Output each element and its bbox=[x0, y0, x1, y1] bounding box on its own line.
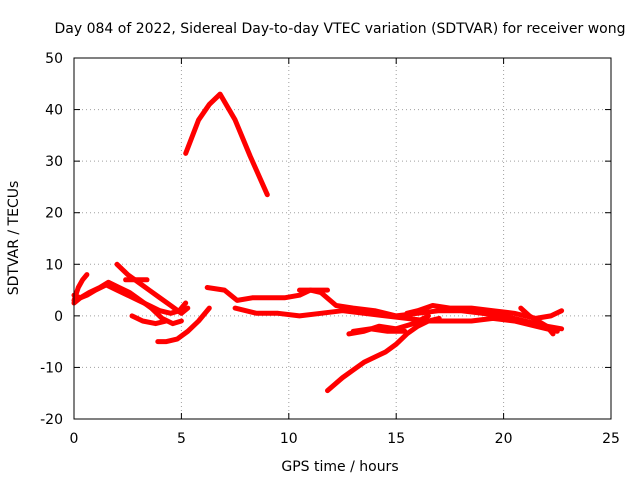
plot-frame bbox=[73, 57, 612, 420]
axis-ticks: 0 5 10 15 20 25 -20 -10 0 10 20 30 40 50 bbox=[40, 51, 620, 447]
series-arc-3 bbox=[71, 272, 90, 303]
series-arc-14 bbox=[404, 303, 565, 321]
series-arc-10 bbox=[232, 305, 560, 334]
series-arc-9 bbox=[204, 285, 565, 332]
y-tick-label: -20 bbox=[40, 412, 63, 428]
y-tick-label: 20 bbox=[45, 206, 63, 222]
series-arc-7 bbox=[155, 305, 212, 345]
y-tick-label: -10 bbox=[40, 360, 63, 376]
y-tick-label: 30 bbox=[45, 154, 63, 170]
x-tick-label: 20 bbox=[495, 431, 513, 447]
series-arc-2 bbox=[71, 282, 189, 316]
x-tick-label: 15 bbox=[387, 431, 405, 447]
series-arc-6 bbox=[129, 313, 169, 327]
x-tick-label: 10 bbox=[280, 431, 298, 447]
chart-title: Day 084 of 2022, Sidereal Day-to-day VTE… bbox=[55, 21, 626, 37]
series-arc-16 bbox=[350, 326, 408, 334]
y-axis-label: SDTVAR / TECUs bbox=[6, 181, 22, 296]
series-arc-4 bbox=[114, 261, 191, 316]
y-tick-label: 0 bbox=[54, 309, 63, 325]
grid-lines bbox=[74, 58, 611, 419]
y-tick-label: 10 bbox=[45, 257, 63, 273]
series-arc-8 bbox=[183, 91, 270, 198]
x-tick-label: 5 bbox=[177, 431, 186, 447]
data-series bbox=[71, 91, 565, 394]
series-arc-15 bbox=[518, 305, 556, 337]
x-axis-label: GPS time / hours bbox=[281, 459, 398, 475]
y-tick-label: 40 bbox=[45, 103, 63, 119]
x-tick-label: 25 bbox=[602, 431, 620, 447]
series-arc-12 bbox=[325, 315, 442, 394]
y-tick-label: 50 bbox=[45, 51, 63, 67]
x-tick-label: 0 bbox=[70, 431, 79, 447]
